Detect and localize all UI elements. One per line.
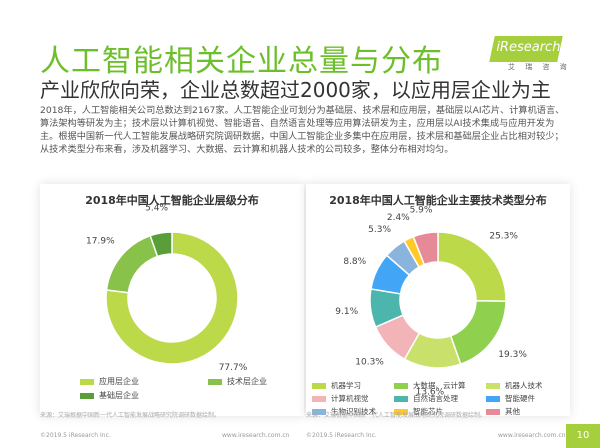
chart-legend: 机器学习 大数据、云计算 机器人技术计算机视觉 自然语言处理 智能硬件生物识别技术 智能芯… xyxy=(312,380,568,417)
logo-text: iResearch xyxy=(496,40,561,55)
legend-label: 机器人技术 xyxy=(505,381,543,390)
page-number: 10 xyxy=(566,424,600,448)
donut-slice xyxy=(412,231,439,266)
data-label: 5.4% xyxy=(145,203,168,213)
legend-label: 技术层企业 xyxy=(227,377,267,386)
legend-swatch xyxy=(394,395,408,402)
legend-item: 智能硬件 xyxy=(486,393,568,404)
donut-slice xyxy=(437,231,507,303)
data-label: 10.3% xyxy=(355,357,384,367)
legend-item: 机器学习 xyxy=(312,380,394,391)
legend-swatch xyxy=(394,408,408,415)
donut-slice xyxy=(149,231,173,258)
legend-item: 机器人技术 xyxy=(486,380,568,391)
iresearch-logo: iResearch xyxy=(489,36,563,62)
legend-label: 计算机视觉 xyxy=(331,394,369,403)
legend-item: 其他 xyxy=(486,406,568,417)
data-label: 2.4% xyxy=(387,213,410,223)
legend-label: 其他 xyxy=(505,407,520,416)
legend-swatch xyxy=(312,408,326,415)
legend-swatch xyxy=(80,378,94,385)
chart-legend: 应用层企业 技术层企业基础层企业 xyxy=(80,376,308,401)
legend-swatch xyxy=(80,392,94,399)
legend-swatch xyxy=(312,395,326,402)
legend-label: 基础层企业 xyxy=(99,391,139,400)
source-note: 来源：艾瑞根据中国新一代人工智能发展战略研究院调研数据绘制。 xyxy=(306,412,487,419)
legend-label: 生物识别技术 xyxy=(331,407,376,416)
data-label: 9.1% xyxy=(335,307,358,317)
legend-swatch xyxy=(312,382,326,389)
page-subtitle: 产业欣欣向荣，企业总数超过2000家，以应用层企业为主 xyxy=(40,78,551,102)
legend-item: 技术层企业 xyxy=(208,376,308,387)
website: www.iresearch.com.cn xyxy=(222,432,290,439)
legend-label: 智能硬件 xyxy=(505,394,535,403)
legend-item: 自然语言处理 xyxy=(394,393,486,404)
legend-label: 应用层企业 xyxy=(99,377,139,386)
chart-title: 2018年中国人工智能企业主要技术类型分布 xyxy=(329,194,547,207)
data-label: 13.6% xyxy=(416,388,445,398)
layer-distribution-panel: 2018年中国人工智能企业层级分布 77.7% 17.9% 5.4% 应用层企业 技术… xyxy=(40,184,304,416)
legend-item: 应用层企业 xyxy=(80,376,208,387)
logo-subtitle: 艾 瑞 咨 询 xyxy=(508,63,571,71)
copyright: ©2019.5 iResearch Inc. xyxy=(306,432,377,439)
data-label: 19.3% xyxy=(498,350,527,360)
legend-swatch xyxy=(486,382,500,389)
tech-type-distribution-panel: 2018年中国人工智能企业主要技术类型分布 25.3% 19.3% 13.6% 10.… xyxy=(306,184,570,416)
source-note: 来源：艾瑞根据中国新一代人工智能发展战略研究院调研数据绘制。 xyxy=(40,412,221,419)
chart-title: 2018年中国人工智能企业层级分布 xyxy=(85,194,259,207)
legend-item: 生物识别技术 xyxy=(312,406,394,417)
legend-label: 智能芯片 xyxy=(413,407,443,416)
tech-donut-chart: 25.3% 19.3% 13.6% 10.3% 9.1% 8.8% 5.3% 2.4%5.9% xyxy=(335,206,527,398)
legend-swatch xyxy=(208,378,222,385)
data-label: 77.7% xyxy=(219,363,248,373)
data-label: 17.9% xyxy=(86,236,115,246)
legend-item: 计算机视觉 xyxy=(312,393,394,404)
legend-label: 自然语言处理 xyxy=(413,394,458,403)
layer-donut-chart: 77.7% 17.9% 5.4% xyxy=(86,203,248,373)
summary-paragraph: 2018年，人工智能相关公司总数达到2167家。人工智能企业可划分为基础层、技术… xyxy=(40,105,565,155)
copyright: ©2019.5 iResearch Inc. xyxy=(40,432,111,439)
legend-item: 基础层企业 xyxy=(80,390,208,401)
data-label: 5.3% xyxy=(368,225,391,235)
website: www.iresearch.com.cn xyxy=(498,432,566,439)
data-label: 8.8% xyxy=(343,257,366,267)
legend-swatch xyxy=(486,395,500,402)
legend-label: 机器学习 xyxy=(331,381,361,390)
legend-item: 智能芯片 xyxy=(394,406,486,417)
legend-label: 大数据、云计算 xyxy=(413,381,466,390)
donut-slice xyxy=(105,231,239,365)
legend-swatch xyxy=(486,408,500,415)
data-label: 5.9% xyxy=(410,206,433,216)
legend-item: 大数据、云计算 xyxy=(394,380,486,391)
legend-swatch xyxy=(394,382,408,389)
data-label: 25.3% xyxy=(489,232,518,242)
page-title: 人工智能相关企业总量与分布 xyxy=(40,44,443,79)
